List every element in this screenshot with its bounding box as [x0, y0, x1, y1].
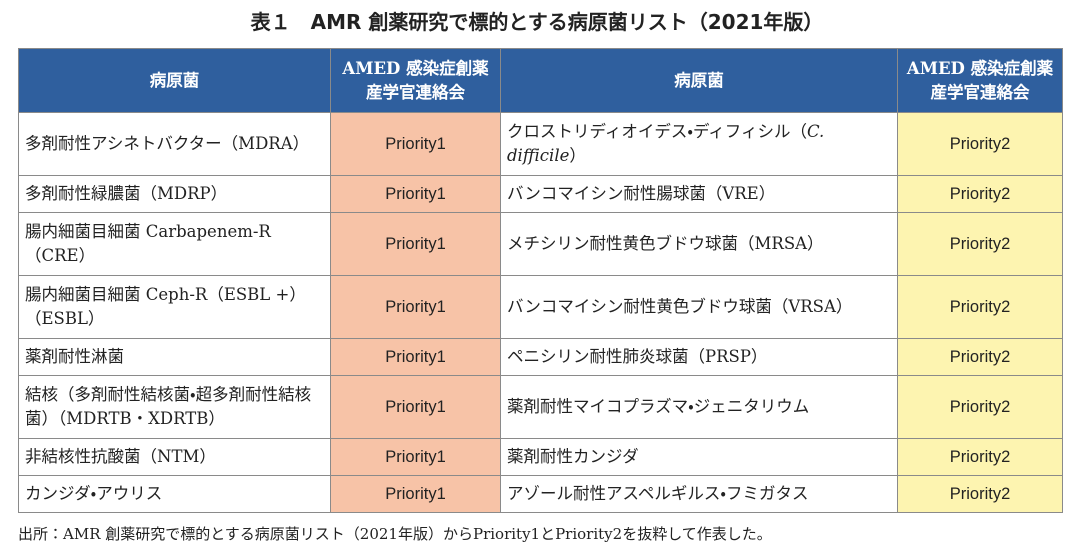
pathogen-cell: バンコマイシン耐性腸球菌（VRE）	[500, 175, 898, 213]
priority-cell: Priority1	[330, 338, 501, 376]
priority-cell: Priority2	[897, 275, 1063, 339]
table-row: 結核（多剤耐性結核菌・超多剤耐性結核菌）（MDRTB・XDRTB） Priorit…	[18, 375, 1063, 439]
table-row: カンジダ・アウリス Priority1 アゾール耐性アスペルギルス・フミガタス Pri…	[18, 475, 1063, 513]
table-row: 腸内細菌目細菌 Ceph-R（ESBL +）（ESBL） Priority1 バンコ…	[18, 275, 1063, 339]
pathogen-cell: 非結核性抗酸菌（NTM）	[18, 438, 331, 476]
priority-cell: Priority2	[897, 375, 1063, 439]
pathogen-cell: 薬剤耐性淋菌	[18, 338, 331, 376]
species-name: C. difficile	[507, 122, 825, 165]
pathogen-cell: バンコマイシン耐性黄色ブドウ球菌（VRSA）	[500, 275, 898, 339]
pathogen-cell: 薬剤耐性マイコプラズマ・ジェニタリウム	[500, 375, 898, 439]
pathogen-cell: 多剤耐性アシネトバクター（MDRA）	[18, 112, 331, 176]
priority-cell: Priority1	[330, 438, 501, 476]
pathogen-cell: アゾール耐性アスペルギルス・フミガタス	[500, 475, 898, 513]
priority-cell: Priority2	[897, 338, 1063, 376]
table-row: 多剤耐性アシネトバクター（MDRA） Priority1 クロストリディオイデス…	[18, 112, 1063, 176]
pathogen-cell: 腸内細菌目細菌 Ceph-R（ESBL +）（ESBL）	[18, 275, 331, 339]
table-row: 薬剤耐性淋菌 Priority1 ペニシリン耐性肺炎球菌（PRSP） Priority…	[18, 338, 1063, 376]
priority-cell: Priority1	[330, 212, 501, 276]
priority-cell: Priority2	[897, 475, 1063, 513]
table-header: 病原菌 AMED 感染症創薬産学官連絡会 病原菌 AMED 感染症創薬産学官連絡…	[18, 48, 1063, 113]
table-body: 多剤耐性アシネトバクター（MDRA） Priority1 クロストリディオイデス…	[18, 112, 1063, 513]
priority-cell: Priority2	[897, 112, 1063, 176]
priority-cell: Priority1	[330, 175, 501, 213]
table-title: 表１ AMR 創薬研究で標的とする病原菌リスト（2021年版）	[250, 10, 824, 34]
pathogen-cell: 結核（多剤耐性結核菌・超多剤耐性結核菌）（MDRTB・XDRTB）	[18, 375, 331, 439]
header-cell: AMED 感染症創薬産学官連絡会	[330, 48, 501, 113]
header-cell: 病原菌	[18, 48, 331, 113]
priority-cell: Priority2	[897, 212, 1063, 276]
priority-cell: Priority1	[330, 112, 501, 176]
header-cell: AMED 感染症創薬産学官連絡会	[897, 48, 1063, 113]
header-row: 病原菌 AMED 感染症創薬産学官連絡会 病原菌 AMED 感染症創薬産学官連絡…	[18, 48, 1063, 113]
pathogen-table: 病原菌 AMED 感染症創薬産学官連絡会 病原菌 AMED 感染症創薬産学官連絡…	[18, 48, 1063, 513]
pathogen-cell: カンジダ・アウリス	[18, 475, 331, 513]
pathogen-cell: 多剤耐性緑膿菌（MDRP）	[18, 175, 331, 213]
table-row: 非結核性抗酸菌（NTM） Priority1 薬剤耐性カンジダ Priority2	[18, 438, 1063, 476]
pathogen-cell: メチシリン耐性黄色ブドウ球菌（MRSA）	[500, 212, 898, 276]
footnote: 出所：AMR 創薬研究で標的とする病原菌リスト（2021年版）からPriorit…	[18, 525, 772, 543]
text: ）	[569, 146, 586, 165]
priority-cell: Priority1	[330, 475, 501, 513]
priority-cell: Priority2	[897, 438, 1063, 476]
table-row: 腸内細菌目細菌 Carbapenem-R（CRE） Priority1 メチシリン耐…	[18, 212, 1063, 276]
priority-cell: Priority1	[330, 275, 501, 339]
pathogen-cell: ペニシリン耐性肺炎球菌（PRSP）	[500, 338, 898, 376]
pathogen-cell: 薬剤耐性カンジダ	[500, 438, 898, 476]
priority-cell: Priority2	[897, 175, 1063, 213]
table-row: 多剤耐性緑膿菌（MDRP） Priority1 バンコマイシン耐性腸球菌（VRE） P…	[18, 175, 1063, 213]
text: クロストリディオイデス・ディフィシル（	[507, 122, 807, 141]
pathogen-cell: クロストリディオイデス・ディフィシル（C. difficile）	[500, 112, 898, 176]
header-cell: 病原菌	[500, 48, 898, 113]
priority-cell: Priority1	[330, 375, 501, 439]
pathogen-cell: 腸内細菌目細菌 Carbapenem-R（CRE）	[18, 212, 331, 276]
